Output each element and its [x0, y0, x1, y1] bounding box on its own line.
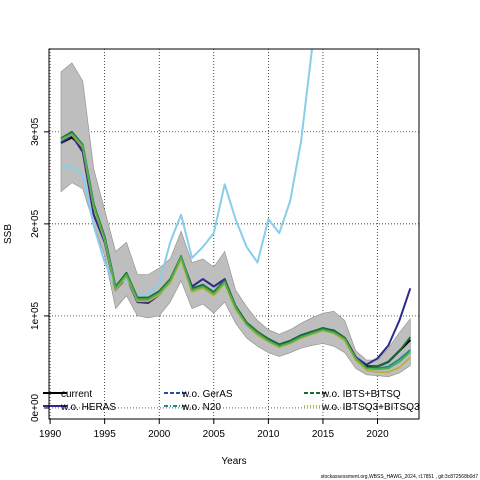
y-tick-label: 2e+05	[30, 209, 41, 238]
series-lines-group	[60, 49, 412, 373]
series-line-series-6	[60, 132, 411, 371]
plot-frame	[48, 48, 420, 420]
x-tick-label: 1995	[94, 429, 117, 440]
x-tick-label: 2010	[257, 429, 280, 440]
legend-label: w.o. HERAS	[60, 402, 116, 413]
legend-label: w.o. N20	[181, 402, 221, 413]
series-line-w-o-geras	[60, 49, 313, 297]
x-tick-label: 2015	[312, 429, 335, 440]
y-tick-label: 1e+05	[30, 301, 41, 330]
legend-label: current	[61, 389, 92, 400]
y-axis-title: SSB	[3, 224, 14, 244]
x-axis: 1990 1995 2000 2005 2010 2015 2020	[39, 419, 389, 440]
y-tick-label: 3e+05	[30, 117, 41, 146]
legend: current w.o. HERAS w.o. GerAS w.o. N20 w.o. …	[43, 389, 420, 413]
y-tick-label: 0e+00	[30, 393, 41, 422]
legend-label: w.o. IBTS+BITSQ	[321, 389, 401, 400]
x-tick-label: 2005	[203, 429, 226, 440]
x-tick-label: 2020	[366, 429, 389, 440]
y-axis: 0e+00 1e+05 2e+05 3e+05	[30, 117, 49, 422]
x-axis-title: Years	[221, 456, 246, 467]
credit-text: stockassessment.org,WBSS_HAWG_2024, r178…	[321, 474, 479, 480]
legend-label: w.o. IBTSQ3+BITSQ3	[321, 402, 420, 413]
legend-label: w.o. GerAS	[181, 389, 233, 400]
x-tick-label: 1990	[39, 429, 62, 440]
x-tick-label: 2000	[148, 429, 171, 440]
